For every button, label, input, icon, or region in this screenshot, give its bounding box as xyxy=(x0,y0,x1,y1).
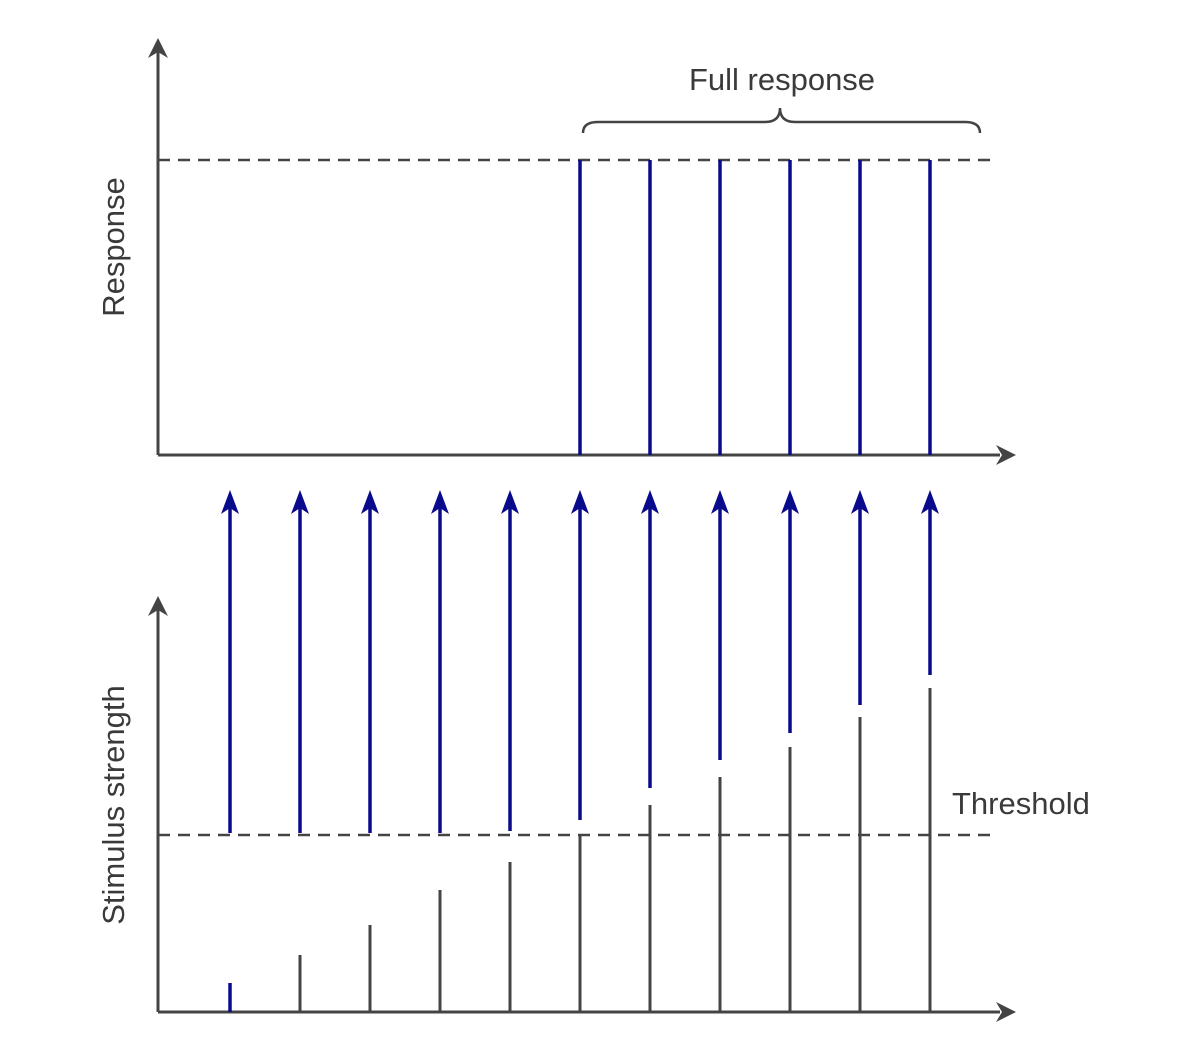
arrowhead xyxy=(996,445,1016,465)
arrowhead xyxy=(781,490,799,514)
arrowhead xyxy=(148,596,168,616)
arrowhead xyxy=(851,490,869,514)
arrowhead xyxy=(291,490,309,514)
arrowhead xyxy=(921,490,939,514)
arrowhead xyxy=(431,490,449,514)
stimulus-axis-label: Stimulus strength xyxy=(96,685,131,925)
response-axis-label: Response xyxy=(96,177,131,317)
arrowhead xyxy=(148,38,168,58)
arrowhead xyxy=(571,490,589,514)
arrowhead xyxy=(361,490,379,514)
arrowhead xyxy=(221,490,239,514)
arrowhead xyxy=(711,490,729,514)
diagram-body: Full response Response Threshold Stimulu… xyxy=(96,38,1090,1022)
arrowhead xyxy=(996,1002,1016,1022)
arrowhead xyxy=(641,490,659,514)
full-response-label: Full response xyxy=(689,62,875,97)
threshold-label: Threshold xyxy=(952,786,1090,821)
brace xyxy=(581,107,982,134)
arrowhead xyxy=(501,490,519,514)
